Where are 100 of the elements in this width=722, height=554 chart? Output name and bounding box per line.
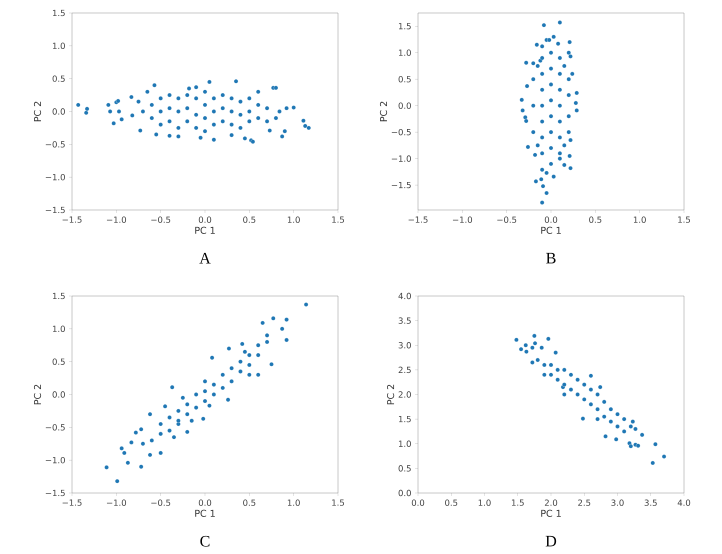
y-tick-label: 0.0 (52, 391, 65, 398)
point (588, 387, 594, 392)
y-tick-label: 1.5 (398, 23, 411, 30)
text: D (546, 536, 556, 546)
y-tick-label: 0.0 (398, 490, 411, 496)
x-tick-label: −1.0 (452, 216, 472, 223)
point (588, 402, 594, 407)
point (608, 407, 614, 412)
point (575, 392, 580, 397)
point (653, 442, 658, 446)
x-axis-title: PC 1 (541, 226, 561, 234)
x-tick-label: 2.5 (578, 500, 590, 506)
y-tick-label: 2.5 (398, 366, 411, 374)
y-axis-title: PC 2 (34, 384, 42, 404)
y-tick-label: 4.0 (398, 292, 411, 300)
y-tick-label: 1.5 (52, 10, 65, 16)
y-axis-title: PC 2 (387, 384, 394, 404)
point (582, 382, 586, 387)
point (662, 454, 666, 459)
x-axis-title: PC 1 (541, 510, 561, 517)
x-axis-title: PC 1 (195, 510, 215, 517)
y-tick-label: 0.5 (52, 75, 65, 82)
point (518, 346, 524, 352)
point (633, 426, 638, 432)
x-tick-label: 0.0 (412, 500, 424, 506)
x-tick-label: −1.0 (106, 216, 126, 223)
point (542, 362, 547, 368)
point (628, 424, 634, 429)
y-tick-label: −0.5 (392, 128, 411, 136)
x-tick-label: −1.5 (408, 216, 428, 223)
point (630, 419, 636, 424)
point (555, 368, 560, 372)
text: A (199, 252, 211, 264)
point (562, 368, 567, 372)
point (615, 412, 620, 416)
y-tick-label: 2.0 (398, 391, 411, 398)
x-tick-label: −1.5 (62, 216, 82, 223)
y-axis-title: PC 2 (34, 102, 42, 122)
point (602, 414, 606, 419)
y-tick-label: −1.5 (46, 206, 65, 214)
point (588, 374, 594, 378)
x-tick-label: 0.5 (243, 500, 256, 506)
point (532, 341, 538, 346)
point (514, 338, 519, 342)
x-tick-label: −1.5 (62, 500, 82, 506)
y-tick-label: −0.5 (46, 424, 65, 431)
point (614, 437, 618, 442)
point (548, 372, 554, 378)
y-tick-label: −1.0 (392, 155, 411, 162)
x-tick-label: 1.5 (512, 500, 524, 506)
y-tick-label: 0.0 (398, 102, 411, 109)
point (524, 349, 529, 354)
x-tick-label: 0.0 (198, 216, 212, 223)
point (595, 416, 600, 422)
x-tick-label: 0.0 (198, 500, 212, 506)
point (603, 434, 608, 439)
x-tick-label: 3.5 (644, 500, 657, 506)
x-tick-label: 1.5 (678, 216, 690, 223)
text: C (200, 536, 210, 547)
y-tick-label: −1.0 (46, 456, 65, 464)
point (523, 343, 528, 348)
y-tick-label: 0.5 (52, 358, 65, 365)
x-axis-title: PC 1 (195, 226, 215, 234)
x-tick-label: 0.5 (445, 500, 458, 506)
y-tick-label: −0.5 (46, 141, 65, 148)
point (640, 432, 644, 438)
x-tick-label: −1.0 (106, 500, 126, 506)
y-tick-label: −1.5 (392, 182, 411, 188)
y-tick-label: 1.0 (398, 440, 411, 447)
point (582, 397, 586, 402)
x-tick-label: 1.0 (288, 216, 300, 223)
text: B (546, 252, 556, 264)
point (628, 444, 634, 448)
point (546, 336, 551, 342)
x-tick-label: 0.0 (544, 216, 558, 223)
y-tick-label: 0.5 (398, 465, 411, 472)
point (562, 392, 567, 397)
x-tick-label: 0.5 (589, 216, 602, 223)
point (530, 360, 535, 365)
x-tick-label: 1.0 (288, 500, 300, 506)
point (532, 334, 537, 338)
point (568, 372, 574, 378)
point (622, 416, 626, 422)
x-tick-label: −0.5 (151, 500, 170, 506)
x-tick-label: −0.5 (151, 216, 170, 223)
point (555, 377, 560, 382)
x-tick-label: 2.0 (544, 500, 558, 506)
point (650, 460, 655, 466)
y-tick-label: −1.0 (46, 174, 65, 180)
point (539, 345, 544, 350)
y-tick-label: 1.5 (52, 292, 65, 300)
point (595, 392, 600, 397)
point (615, 424, 620, 429)
x-tick-label: 1.5 (332, 216, 344, 223)
y-tick-label: 1.5 (398, 416, 411, 422)
y-tick-label: −1.5 (46, 490, 65, 496)
x-tick-label: −0.5 (497, 216, 516, 223)
x-tick-label: 1.0 (634, 216, 646, 223)
y-tick-label: 1.0 (52, 326, 65, 332)
point (580, 416, 586, 421)
